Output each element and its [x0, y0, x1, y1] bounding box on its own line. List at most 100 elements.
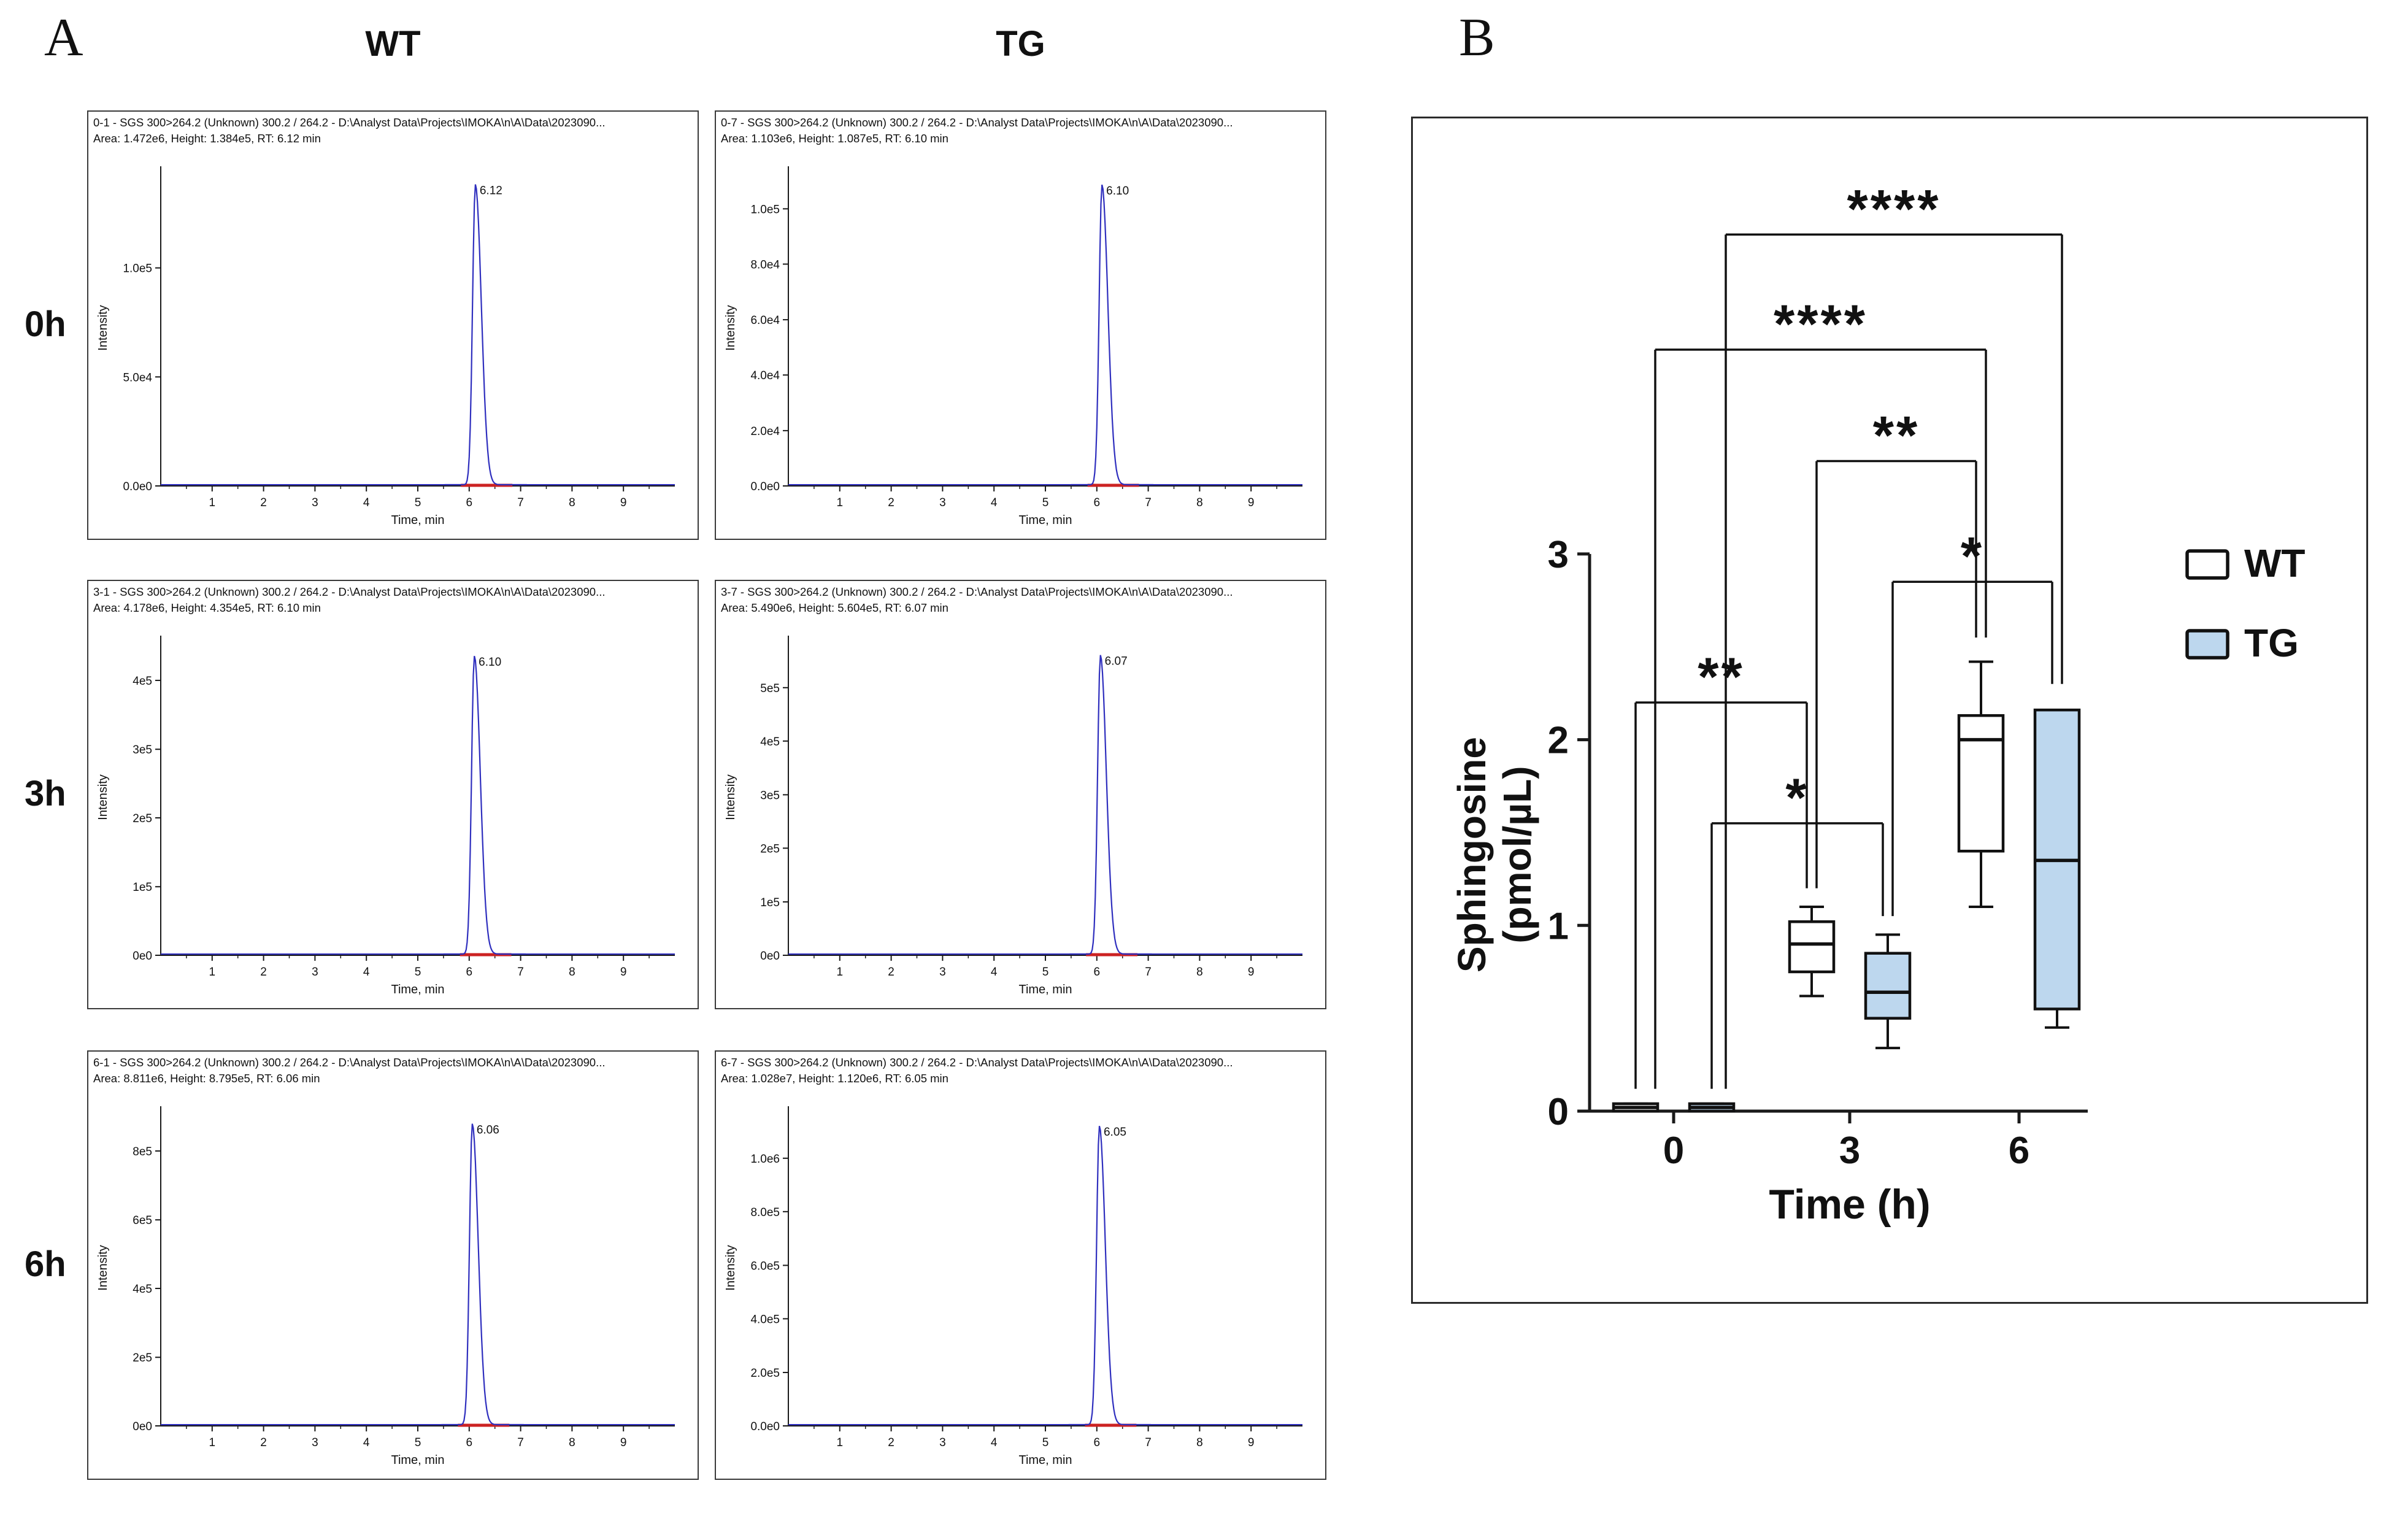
legend-item-tg: TG	[2185, 621, 2299, 665]
significance-bracket-3: **	[1815, 405, 1977, 888]
y-tick-label: 1.0e5	[123, 263, 152, 275]
chromatogram-tg-6h: 6-7 - SGS 300>264.2 (Unknown) 300.2 / 26…	[715, 1050, 1326, 1480]
significance-bracket-5: ****	[1654, 293, 1987, 1089]
y-tick-label: 2.0e5	[750, 1367, 780, 1380]
peak-trace	[1071, 184, 1153, 486]
chromatogram-plot-tg-0h: 0-7 - SGS 300>264.2 (Unknown) 300.2 / 26…	[721, 116, 1302, 527]
x-tick-label: 3	[1839, 1130, 1860, 1172]
y-tick-label: 0.0e0	[750, 1420, 780, 1433]
peak-trace	[444, 184, 527, 486]
row-label-0h: 0h	[25, 304, 66, 344]
box-wt-3h	[1788, 906, 1836, 998]
trace-header-line2: Area: 8.811e6, Height: 8.795e5, RT: 6.06…	[93, 1072, 320, 1085]
y-axis-title-line2: (pmol/µL)	[1495, 766, 1539, 943]
y-tick-label: 3e5	[133, 744, 152, 757]
chromatogram-plot-tg-6h: 6-7 - SGS 300>264.2 (Unknown) 300.2 / 26…	[721, 1056, 1302, 1467]
chromatogram-tg-0h: 0-7 - SGS 300>264.2 (Unknown) 300.2 / 26…	[715, 110, 1326, 540]
trace-header-line1: 6-1 - SGS 300>264.2 (Unknown) 300.2 / 26…	[93, 1056, 606, 1069]
y-tick-label: 1	[1548, 905, 1569, 947]
y-tick-label: 2e5	[133, 812, 152, 825]
x-tick-label: 5	[415, 966, 421, 979]
y-axis-title: Intensity	[96, 774, 110, 820]
x-tick-label: 3	[312, 1436, 318, 1449]
rt-label: 6.10	[1106, 185, 1129, 198]
x-tick-label: 5	[415, 1436, 421, 1449]
y-tick-label: 3e5	[760, 789, 780, 802]
panel-b-frame: 0 1 2 3 0 3 6 Time (h) Sphingosine (pmol/µL) ** * **…	[1411, 117, 2368, 1304]
y-tick-label: 0	[1548, 1091, 1569, 1133]
x-tick-label: 1	[209, 966, 216, 979]
x-tick-label: 1	[209, 496, 216, 509]
column-header-tg: TG	[996, 24, 1045, 64]
legend-item-wt: WT	[2185, 541, 2306, 585]
y-tick-label: 4e5	[133, 1283, 152, 1296]
y-tick-label: 4.0e4	[750, 369, 780, 382]
y-tick-label: 8e5	[133, 1145, 152, 1158]
x-tick-label: 5	[1042, 966, 1049, 979]
chromatogram-plot-wt-3h: 3-1 - SGS 300>264.2 (Unknown) 300.2 / 26…	[93, 585, 675, 996]
significance-asterisks: ****	[1774, 293, 1868, 354]
box-wt-0h	[1612, 1102, 1660, 1113]
box-tg-3h	[1864, 933, 1912, 1050]
x-tick-label: 6	[1094, 1436, 1101, 1449]
x-tick-label: 6	[466, 966, 473, 979]
x-tick-label: 4	[991, 496, 998, 509]
y-tick-label: 5.0e4	[123, 371, 152, 384]
legend-label: TG	[2244, 621, 2299, 665]
y-tick-label: 4e5	[133, 675, 152, 688]
x-tick-label: 2	[888, 966, 894, 979]
x-tick-label: 3	[939, 1436, 946, 1449]
peak-trace	[441, 1123, 524, 1426]
y-tick-label: 0e0	[760, 950, 780, 963]
trace-header-line2: Area: 4.178e6, Height: 4.354e5, RT: 6.10…	[93, 601, 321, 614]
y-tick-label: 2e5	[760, 842, 780, 855]
y-axis-title: Intensity	[724, 774, 737, 820]
x-tick-label: 2	[260, 496, 267, 509]
x-tick-label: 4	[363, 966, 370, 979]
x-tick-label: 7	[517, 496, 524, 509]
significance-bracket-2: *	[1710, 767, 1884, 1089]
box-body	[1864, 952, 1912, 1020]
x-tick-label: 8	[1196, 966, 1203, 979]
rt-label: 6.06	[477, 1124, 499, 1137]
box-tg-0h	[1688, 1102, 1736, 1113]
y-tick-label: 6e5	[133, 1214, 152, 1227]
y-tick-label: 0e0	[133, 1420, 152, 1433]
trace-header-line2: Area: 5.490e6, Height: 5.604e5, RT: 6.07…	[721, 601, 948, 614]
significance-asterisks: ****	[1847, 178, 1941, 239]
y-tick-label: 1e5	[133, 881, 152, 894]
y-tick-label: 1.0e6	[750, 1153, 780, 1166]
x-tick-label: 7	[517, 966, 524, 979]
trace-header-line2: Area: 1.103e6, Height: 1.087e5, RT: 6.10…	[721, 132, 948, 145]
x-tick-label: 8	[1196, 1436, 1203, 1449]
chromatogram-wt-6h: 6-1 - SGS 300>264.2 (Unknown) 300.2 / 26…	[87, 1050, 699, 1480]
x-tick-label: 1	[837, 496, 844, 509]
rt-label: 6.12	[480, 185, 502, 198]
legend-swatch-tg	[2185, 629, 2229, 660]
box-tg-6h	[2033, 708, 2081, 1029]
peak-trace	[1069, 655, 1152, 955]
rt-label: 6.07	[1105, 655, 1128, 668]
chromatogram-plot-tg-3h: 3-7 - SGS 300>264.2 (Unknown) 300.2 / 26…	[721, 585, 1302, 996]
y-tick-label: 3	[1548, 534, 1569, 576]
row-label-3h: 3h	[25, 774, 66, 814]
x-tick-label: 0	[1663, 1130, 1684, 1172]
x-tick-label: 4	[363, 1436, 370, 1449]
box-body	[1788, 920, 1836, 974]
legend-label: WT	[2244, 541, 2306, 585]
panel-a-label: A	[44, 8, 83, 67]
x-tick-label: 8	[1196, 496, 1203, 509]
x-tick-label: 3	[312, 496, 318, 509]
x-tick-label: 4	[363, 496, 370, 509]
x-tick-label: 6	[1094, 496, 1101, 509]
x-axis-title: Time, min	[391, 514, 444, 527]
x-tick-label: 5	[1042, 1436, 1049, 1449]
chromatogram-wt-3h: 3-1 - SGS 300>264.2 (Unknown) 300.2 / 26…	[87, 580, 699, 1009]
x-tick-label: 6	[2009, 1130, 2029, 1172]
significance-bracket-1: **	[1634, 646, 1808, 1089]
x-tick-label: 5	[1042, 496, 1049, 509]
chromatogram-wt-0h: 0-1 - SGS 300>264.2 (Unknown) 300.2 / 26…	[87, 110, 699, 540]
y-axis-title: Intensity	[96, 305, 110, 350]
